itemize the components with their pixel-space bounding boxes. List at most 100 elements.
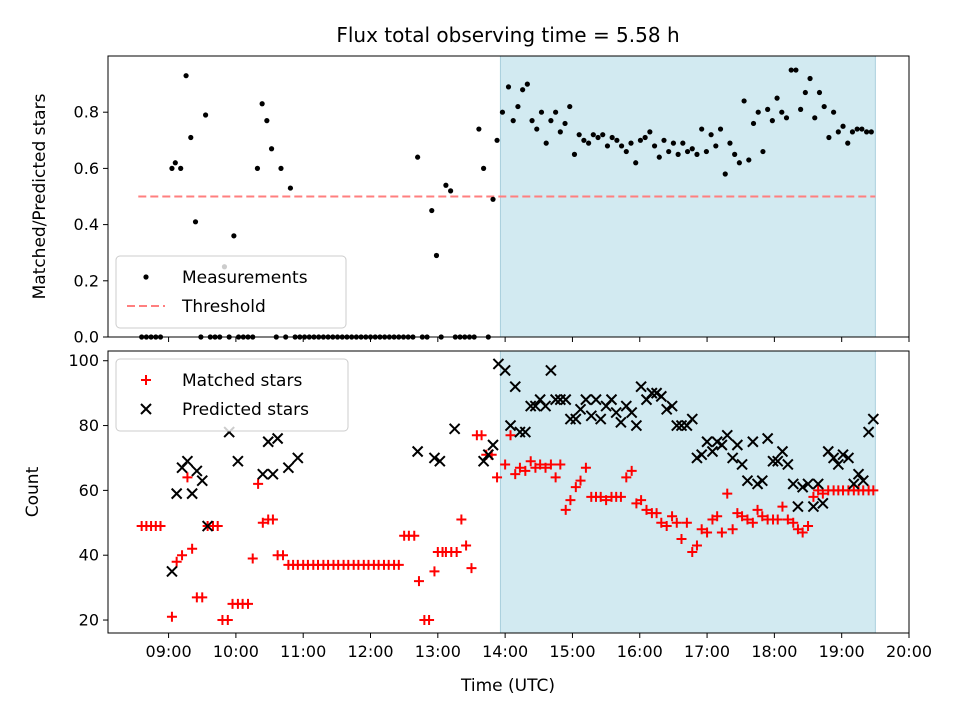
data-point xyxy=(510,469,521,480)
x-tick-label: 12:00 xyxy=(347,642,393,661)
x-tick-label: 16:00 xyxy=(617,642,663,661)
data-point xyxy=(859,126,865,132)
data-point xyxy=(642,134,648,141)
data-point xyxy=(651,143,658,149)
data-point xyxy=(413,576,424,587)
y-tick-label: 80 xyxy=(79,416,99,435)
data-point xyxy=(520,87,526,93)
data-point xyxy=(671,419,683,432)
data-point xyxy=(434,455,446,467)
data-point xyxy=(774,95,780,101)
data-point xyxy=(529,400,542,412)
data-point xyxy=(837,449,849,461)
data-point xyxy=(529,118,535,124)
data-point xyxy=(827,452,840,464)
data-point xyxy=(203,112,209,118)
data-point xyxy=(636,495,647,506)
data-point xyxy=(187,543,198,554)
legend-marker xyxy=(140,403,152,415)
data-point xyxy=(803,521,814,532)
data-point xyxy=(670,140,677,146)
data-point xyxy=(660,403,673,416)
data-point xyxy=(585,410,597,422)
data-point xyxy=(186,487,198,500)
data-point xyxy=(788,517,799,528)
y-tick-label: 60 xyxy=(79,481,99,500)
data-point xyxy=(575,475,586,486)
data-point xyxy=(618,143,625,149)
axes-frame xyxy=(107,55,910,338)
data-point xyxy=(590,132,596,138)
data-point xyxy=(701,436,713,448)
data-point xyxy=(615,491,626,502)
data-point xyxy=(222,615,233,626)
data-point xyxy=(456,514,467,525)
data-point xyxy=(267,514,278,525)
data-point xyxy=(553,109,559,115)
data-point xyxy=(595,134,601,141)
data-point xyxy=(567,103,573,110)
data-point xyxy=(651,508,662,519)
data-point xyxy=(717,126,724,132)
data-point xyxy=(857,474,869,487)
data-point xyxy=(812,115,818,121)
data-point xyxy=(535,459,546,470)
data-point xyxy=(510,118,516,124)
data-point xyxy=(487,439,499,451)
data-point xyxy=(504,419,517,432)
data-point xyxy=(451,546,462,557)
x-tick-label: 20:00 xyxy=(886,642,932,661)
data-point xyxy=(178,165,184,171)
data-point xyxy=(842,452,855,464)
data-point xyxy=(605,393,618,406)
shaded-region xyxy=(499,55,876,338)
data-point xyxy=(772,514,783,525)
data-point xyxy=(782,458,794,471)
data-point xyxy=(476,430,487,441)
data-point xyxy=(798,106,804,112)
series-0 xyxy=(136,430,879,626)
data-point xyxy=(292,452,304,464)
data-point xyxy=(722,171,728,177)
data-point xyxy=(480,165,487,171)
data-point xyxy=(534,126,540,132)
data-point xyxy=(574,403,587,416)
data-point xyxy=(550,472,561,483)
data-point xyxy=(604,143,611,149)
data-point xyxy=(689,146,695,152)
y-tick-label: 40 xyxy=(79,546,99,565)
data-point xyxy=(287,185,294,191)
data-point xyxy=(626,465,637,476)
data-point xyxy=(278,550,289,561)
data-point xyxy=(807,75,813,82)
data-point xyxy=(461,540,472,551)
data-point xyxy=(699,126,705,132)
data-point xyxy=(703,148,709,155)
data-point xyxy=(411,445,424,458)
data-point xyxy=(862,426,875,438)
data-point xyxy=(716,439,728,451)
y-tick-label: 100 xyxy=(68,351,99,370)
y-tick-label: 0.2 xyxy=(74,271,99,290)
data-point xyxy=(721,429,733,441)
data-point xyxy=(253,478,264,489)
data-point xyxy=(750,120,757,127)
data-point xyxy=(609,134,615,141)
data-point xyxy=(576,132,582,138)
data-point xyxy=(647,129,653,135)
data-point xyxy=(727,140,733,146)
data-point xyxy=(555,459,566,470)
legend-marker xyxy=(143,274,149,280)
legend-box xyxy=(115,255,347,329)
data-point xyxy=(826,134,832,141)
data-point xyxy=(863,129,870,135)
data-point xyxy=(641,504,652,515)
data-point xyxy=(831,109,837,115)
data-point xyxy=(696,524,707,535)
data-point xyxy=(560,393,572,406)
data-point xyxy=(772,455,784,467)
data-point xyxy=(424,615,435,626)
y-axis-label: Matched/Predicted stars xyxy=(30,93,50,299)
x-tick-label: 09:00 xyxy=(146,642,192,661)
data-point xyxy=(637,137,644,143)
